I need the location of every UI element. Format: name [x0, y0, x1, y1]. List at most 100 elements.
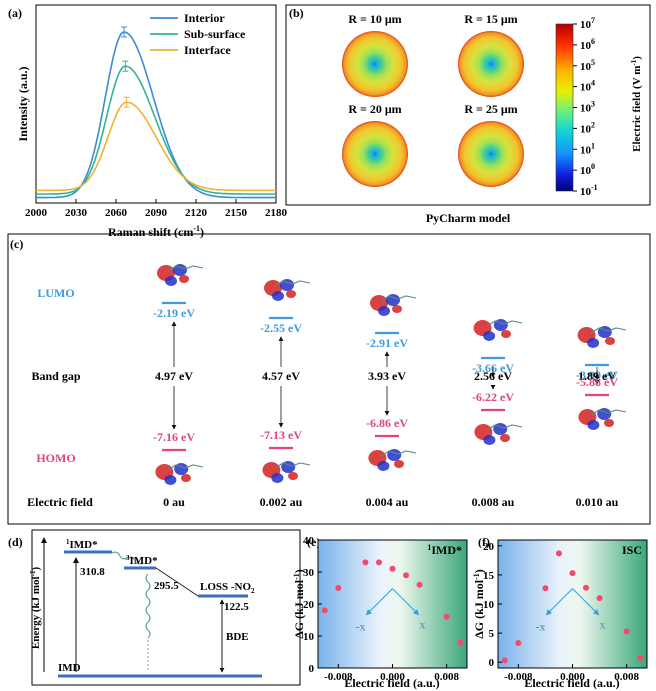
panel-f-x-axis-label: Electric field (a.u.): [524, 676, 619, 690]
orbital-lobe: [286, 290, 296, 298]
panel-a-tag: (a): [8, 6, 22, 20]
field-map-disc: [458, 121, 524, 187]
panel-e-plot: -0.008 0.000 0.008 0 10 20 30 40 -x x: [303, 535, 464, 683]
homo-orbital-picture: [578, 408, 627, 430]
orbital-lobe: [181, 474, 191, 482]
panel-d-relaxation-wave: [145, 573, 151, 639]
legend-label: Sub-surface: [184, 27, 246, 41]
negative-field-label: -x: [356, 620, 366, 634]
field-map-title: R = 15 μm: [464, 12, 517, 26]
field-map-title: R = 10 μm: [348, 12, 401, 26]
y-tick-label: 40: [303, 535, 315, 547]
molecule-skeleton: [486, 424, 523, 431]
x-tick-label: 2060: [105, 207, 128, 219]
data-point: [583, 584, 590, 591]
panel-c-frame: [7, 233, 651, 525]
panel-f-plot: -0.008 0.000 0.008 0 5 10 15 20 -x x: [483, 541, 644, 683]
homo-energy-label: -7.16 eV: [153, 430, 195, 444]
data-point: [321, 607, 328, 614]
y-tick-label: 20: [303, 599, 315, 611]
data-point: [596, 595, 603, 602]
data-point: [457, 639, 464, 646]
orbital-lobe: [288, 472, 298, 480]
panel-e-field-gradient: [318, 540, 467, 668]
molecule-skeleton: [274, 462, 311, 469]
orbital-lobe: [378, 306, 390, 316]
lumo-orbital-picture: [264, 279, 311, 301]
data-point: [335, 585, 342, 591]
spectrum-interior: [36, 31, 276, 199]
panel-c-tag: (c): [10, 237, 23, 251]
panel-c-columns: -2.19 eV 4.97 eV -7.16 eV 0 au -2.55 eV 4.57 …: [153, 264, 627, 509]
homo-energy-label: -5.88 eV: [576, 375, 618, 389]
panel-d-y-axis-label: Energy (kJ mol-1): [29, 567, 42, 650]
data-point: [555, 550, 562, 557]
orbital-lobe: [394, 460, 404, 468]
panel-f-y-axis-label: ΔG (kJ mol-1): [472, 569, 486, 639]
orbital-lobe: [179, 275, 189, 283]
colorbar-tick-label: 103: [580, 100, 595, 115]
molecule-skeleton: [380, 450, 417, 457]
x-tick-label: 2090: [145, 207, 168, 219]
molecule-skeleton: [590, 327, 627, 334]
panel-f-title: ISC: [622, 543, 642, 557]
panel-d-tag: (d): [8, 535, 23, 549]
panel-b: (b) R = 10 μm R = 15 μm R = 20 μm R = 25 μm…: [285, 4, 651, 225]
data-point: [443, 613, 450, 620]
panel-d-loss-label: LOSS -NO2: [200, 581, 255, 595]
panel-f: (f) ISC -0.008 0.000 0.008 0 5 10 15 20 -x x Elec…: [472, 535, 648, 690]
colorbar-tick-label: 105: [580, 58, 595, 73]
y-tick-label: 0: [489, 657, 495, 669]
negative-field-arrow: [365, 588, 393, 616]
panel-b-colorbar-ticks: 107 106 105 104 103 102 101 100 10-1: [573, 16, 598, 198]
data-point: [623, 628, 630, 635]
panel-d-frame: [31, 529, 301, 686]
data-point: [637, 655, 644, 662]
band-gap-label: 4.57 eV: [262, 369, 300, 383]
x-tick-label: 2030: [65, 207, 88, 219]
panel-c-bandgap-row-label: Band gap: [31, 369, 80, 383]
electric-field-value: 0.002 au: [260, 495, 303, 509]
panel-a: (a) 2000 2030 2060 2090 2120 2150 2180 Raman s…: [8, 4, 288, 239]
orbital-lobe: [604, 419, 614, 427]
data-point: [375, 559, 382, 566]
panel-d-ground-label: IMD: [58, 662, 81, 674]
colorbar-tick-label: 102: [580, 120, 595, 135]
orbital-lobe: [173, 264, 187, 276]
panel-b-colorbar-label: Electric field (V m-1): [630, 56, 643, 152]
field-map-disc: [458, 31, 524, 97]
positive-field-label: x: [420, 618, 426, 632]
y-tick-label: 10: [303, 631, 315, 643]
y-tick-label: 20: [483, 541, 495, 553]
x-tick-label: 0.000: [560, 671, 585, 683]
orbital-lobe: [483, 435, 496, 445]
homo-energy-label: -7.13 eV: [260, 428, 302, 442]
orbital-lobe: [165, 276, 177, 286]
electric-field-value: 0.004 au: [366, 495, 409, 509]
x-tick-label: 0.008: [434, 671, 459, 683]
homo-orbital-picture: [155, 463, 204, 485]
electric-field-value: 0.010 au: [576, 495, 619, 509]
panel-c-lumo-row-label: LUMO: [37, 286, 74, 300]
negative-field-label: -x: [536, 620, 546, 634]
panel-c-homo-row-label: HOMO: [36, 451, 75, 465]
panel-b-frame: [285, 4, 651, 206]
panel-d-value-triplet: 295.5: [154, 580, 179, 592]
x-tick-label: 2120: [185, 207, 208, 219]
molecule-skeleton: [486, 320, 523, 327]
lumo-orbital-picture: [473, 319, 523, 341]
field-map-title: R = 25 μm: [464, 102, 517, 116]
panel-a-x-ticks: 2000 2030 2060 2090 2120 2150 2180: [25, 199, 288, 219]
data-point: [542, 585, 549, 592]
data-point: [389, 565, 396, 572]
colorbar-tick-label: 10-1: [580, 183, 598, 198]
legend-label: Interior: [184, 11, 225, 25]
y-tick-label: 0: [309, 663, 315, 675]
x-tick-label: -0.008: [504, 671, 533, 683]
panel-e-title: 1IMD*: [427, 543, 462, 557]
y-tick-label: 15: [483, 570, 495, 582]
orbital-lobe: [500, 434, 510, 442]
panel-d-value-loss: 122.5: [224, 601, 249, 613]
panel-c-field-row-label: Electric field: [27, 495, 93, 509]
